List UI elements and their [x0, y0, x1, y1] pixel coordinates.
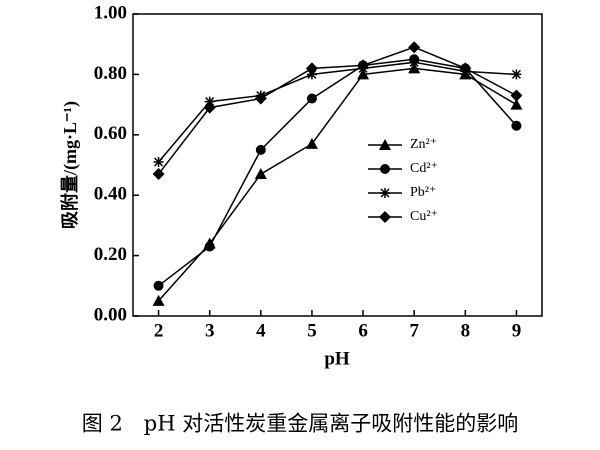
marker: [459, 62, 472, 75]
marker: [305, 137, 318, 149]
marker: [380, 164, 390, 174]
marker: [255, 144, 266, 155]
marker: [203, 101, 216, 114]
series-line: [158, 58, 517, 287]
y-tick-label: 0.60: [94, 123, 127, 144]
x-tick-label: 9: [512, 320, 522, 341]
marker: [305, 62, 318, 75]
legend-label: Cu²⁺: [410, 209, 438, 224]
marker: [357, 59, 370, 72]
legend-label: Zn²⁺: [410, 137, 437, 152]
x-tick-label: 4: [256, 320, 266, 341]
marker: [254, 168, 267, 180]
caption: 图 2 pH 对活性炭重金属离子吸附性能的影响: [82, 412, 518, 436]
marker: [306, 69, 317, 80]
marker: [152, 168, 165, 181]
marker: [153, 156, 164, 167]
y-tick-label: 0.80: [94, 63, 127, 84]
x-tick-label: 7: [409, 320, 419, 341]
marker: [409, 57, 420, 68]
marker: [357, 68, 370, 80]
y-axis-label: 吸附量/(mg·L⁻¹): [59, 101, 81, 229]
y-tick-label: 0.20: [94, 244, 127, 265]
marker: [510, 89, 523, 102]
series-line: [157, 46, 517, 175]
marker: [204, 241, 215, 252]
x-tick-label: 2: [154, 320, 164, 341]
marker: [511, 69, 522, 80]
x-tick-label: 5: [307, 320, 317, 341]
legend-label: Pb²⁺: [410, 185, 436, 200]
x-tick-label: 3: [205, 320, 215, 341]
marker: [254, 92, 267, 105]
marker: [152, 294, 165, 306]
plot-frame: [132, 13, 543, 317]
marker: [408, 41, 421, 54]
marker: [510, 98, 523, 110]
x-tick-label: 8: [461, 320, 471, 341]
legend-label: Cd²⁺: [410, 161, 438, 176]
y-tick-label: 0.40: [94, 184, 127, 205]
marker: [204, 96, 215, 107]
x-axis-label: pH: [324, 348, 350, 369]
y-tick-label: 1.00: [94, 2, 127, 23]
marker: [511, 120, 522, 131]
marker: [379, 139, 391, 150]
marker: [380, 188, 390, 198]
marker: [408, 62, 421, 74]
x-tick-label: 6: [358, 320, 368, 341]
marker: [153, 280, 164, 291]
series-line: [157, 61, 517, 163]
y-tick-label: 0.00: [94, 304, 127, 325]
marker: [379, 211, 391, 223]
marker: [306, 93, 317, 104]
